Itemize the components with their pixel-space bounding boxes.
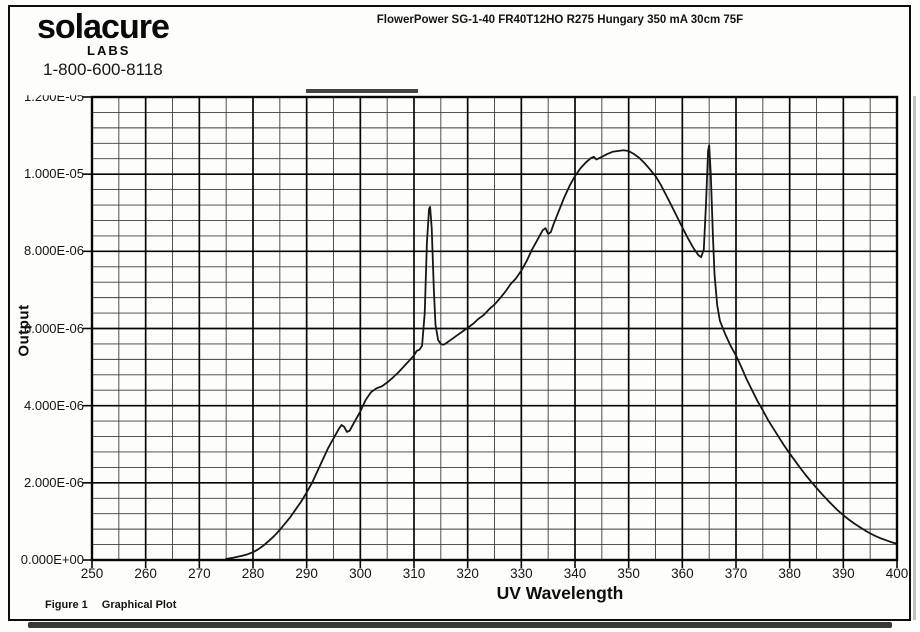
figure-caption-label: Figure 1 (45, 599, 88, 611)
photocopy-smudge-bottom (28, 622, 892, 628)
photocopy-smudge-top (306, 89, 418, 93)
plot-border (90, 95, 899, 562)
figure-caption: Figure 1 Graphical Plot (45, 599, 176, 611)
spectrum-plot (83, 95, 899, 568)
photocopy-smudge-right (913, 96, 916, 620)
brand-sublabel: LABS (87, 43, 131, 58)
phone-number: 1-800-600-8118 (43, 60, 163, 79)
figure-caption-text: Graphical Plot (101, 599, 177, 611)
spectrum-curve (225, 144, 898, 560)
brand-logo: solacure (37, 8, 170, 46)
spectrum-curve-group (225, 144, 898, 560)
logo-block: solacure LABS 1-800-600-8118 (37, 8, 170, 79)
page-border (8, 5, 911, 621)
chart-title: FlowerPower SG-1-40 FR40T12HO R275 Hunga… (376, 14, 744, 26)
axis-ticks (83, 96, 898, 568)
